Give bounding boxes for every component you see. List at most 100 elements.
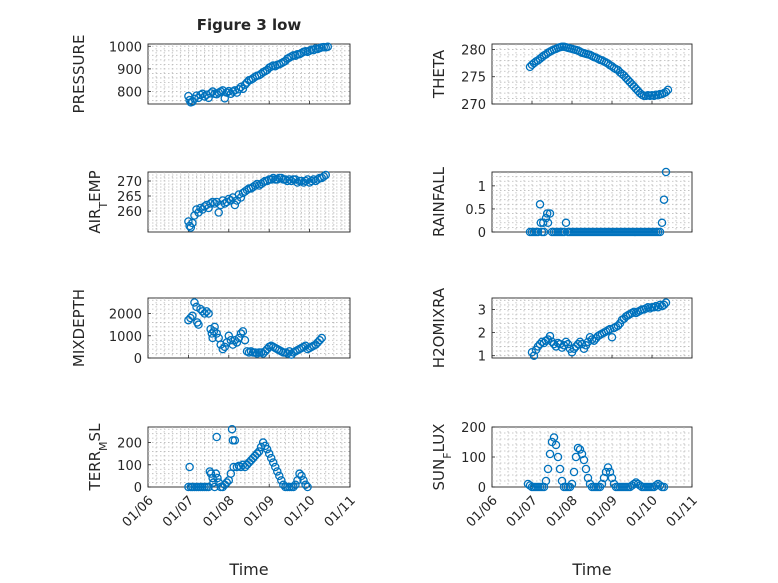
data-point [575, 445, 585, 454]
data-point [543, 464, 553, 474]
y-tick-label: 1 [478, 350, 486, 365]
data-point [529, 351, 539, 360]
data-point [538, 218, 548, 228]
data-point [188, 218, 197, 228]
data-point [659, 195, 669, 204]
y-axis-label-part: F [441, 452, 454, 458]
data-point [549, 433, 559, 442]
data-point [220, 342, 230, 352]
x-tick-label: 01/11 [322, 493, 359, 530]
data-point [210, 199, 219, 208]
y-axis-label-part: SL [86, 423, 104, 442]
x-tick-label: 01/08 [544, 493, 581, 530]
series-points [184, 42, 333, 107]
data-point [603, 463, 613, 472]
data-point [240, 335, 250, 345]
data-point [281, 175, 290, 184]
x-tick-label: 01/09 [584, 493, 621, 530]
data-point [266, 175, 276, 184]
x-tick-label: 01/10 [624, 493, 661, 530]
y-tick-label: 2 [478, 327, 486, 342]
data-point [659, 300, 669, 310]
y-axis-label: AIRTEMP [86, 170, 110, 233]
data-point [232, 338, 242, 347]
data-point [212, 329, 221, 338]
y-tick-label: 200 [461, 421, 486, 436]
series-points [184, 424, 312, 492]
data-point [579, 455, 589, 465]
data-point [315, 335, 324, 345]
grid-lines [148, 427, 350, 487]
y-tick-label: 280 [461, 43, 486, 58]
data-point [186, 313, 195, 323]
series-points [525, 42, 673, 101]
data-point [204, 309, 213, 318]
data-point [230, 335, 240, 345]
data-point [307, 176, 316, 186]
data-point [194, 320, 203, 329]
data-point [206, 469, 216, 478]
data-point [289, 482, 298, 492]
data-point [321, 170, 331, 180]
data-point [283, 176, 292, 186]
data-point [268, 458, 278, 467]
data-point [211, 469, 221, 478]
y-tick-label: 260 [117, 205, 142, 220]
y-tick-label: 1000 [109, 40, 142, 55]
data-point [573, 443, 583, 453]
data-point [273, 175, 282, 184]
data-point [236, 193, 246, 202]
data-point [214, 208, 223, 217]
data-point [238, 327, 248, 336]
y-tick-label: 900 [117, 63, 142, 78]
data-point [287, 176, 296, 186]
data-point [236, 82, 246, 92]
data-point [212, 432, 221, 442]
y-tick-label: 100 [117, 459, 142, 474]
data-point [252, 179, 262, 189]
data-point [206, 89, 215, 98]
y-axis-label: SUNFLUX [430, 424, 454, 491]
data-point [220, 94, 230, 103]
y-axis-label: THETA [430, 49, 448, 99]
data-point [186, 223, 196, 232]
y-tick-label: 1000 [109, 330, 142, 345]
y-tick-label: 270 [461, 98, 486, 113]
y-axis-label-part: M [97, 441, 110, 451]
data-point [553, 452, 563, 462]
grid-lines [148, 298, 350, 358]
data-point [238, 84, 248, 94]
data-point [551, 440, 561, 450]
data-point [561, 218, 571, 228]
data-point [303, 482, 312, 492]
data-point [208, 197, 217, 207]
y-tick-label: 200 [117, 437, 142, 452]
data-point [291, 480, 300, 490]
data-point [573, 339, 583, 349]
data-point [264, 449, 274, 458]
y-axis-label: TERRMSL [86, 423, 110, 492]
axes-h2omixra: 1 2 3 H2OMIXRA [430, 287, 693, 368]
data-point [222, 478, 232, 487]
series-points [523, 433, 669, 492]
data-point [227, 424, 237, 434]
data-point [569, 467, 579, 477]
data-point [277, 476, 286, 485]
y-tick-label: 275 [461, 71, 486, 86]
data-point [285, 175, 294, 184]
y-axis-label-part: EMP [86, 170, 104, 201]
data-point [262, 444, 272, 454]
data-point [301, 176, 310, 186]
axes-rainfall: 0 0.5 1 RAINFALL [430, 166, 693, 241]
data-point [275, 471, 284, 481]
data-point [224, 194, 234, 204]
data-point [613, 321, 623, 330]
data-point [283, 349, 292, 358]
data-point [213, 473, 222, 483]
data-point [200, 309, 209, 318]
data-point [563, 339, 573, 349]
data-point [301, 480, 310, 490]
data-point [661, 87, 671, 97]
data-point [549, 339, 559, 349]
y-tick-label: 265 [117, 190, 142, 205]
